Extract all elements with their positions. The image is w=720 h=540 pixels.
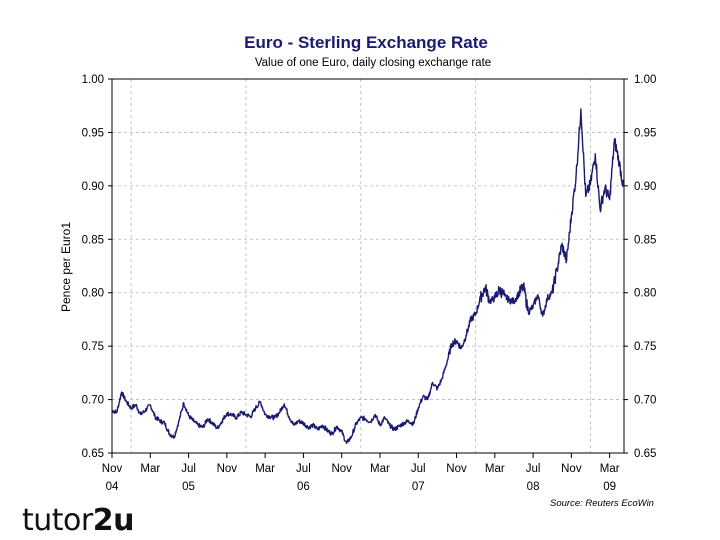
x-tick-label-year: 04 bbox=[106, 481, 119, 493]
logo-bold-text: 2u bbox=[93, 503, 134, 538]
x-tick-label-year: 05 bbox=[182, 481, 195, 493]
x-tick-label-month: Mar bbox=[370, 463, 390, 475]
y-tick-label: 0.95 bbox=[82, 127, 104, 139]
y-tick-label-right: 1.00 bbox=[634, 74, 656, 86]
x-tick-label-year: 07 bbox=[412, 481, 425, 493]
series-layer bbox=[111, 108, 625, 445]
x-tick-label-year: 06 bbox=[297, 481, 310, 493]
y-tick-label-right: 0.70 bbox=[634, 395, 656, 407]
source-note: Source: Reuters EcoWin bbox=[550, 498, 654, 509]
x-tick-label-month: Mar bbox=[600, 463, 620, 475]
x-tick-label-month: Mar bbox=[140, 463, 160, 475]
y-tick-label: 0.75 bbox=[82, 341, 104, 353]
x-tick-label-month: Jul bbox=[411, 463, 426, 475]
axis-layer bbox=[108, 78, 628, 458]
x-tick-label-month: Jul bbox=[296, 463, 311, 475]
y-tick-label: 0.80 bbox=[82, 288, 104, 300]
series-line-eur-gbp bbox=[111, 108, 625, 445]
tutor2u-logo: tutor2u bbox=[22, 503, 134, 538]
x-tick-label-month: Nov bbox=[331, 463, 352, 475]
x-tick-label-month: Jul bbox=[526, 463, 541, 475]
x-tick-label-month: Mar bbox=[255, 463, 275, 475]
y-tick-label: 0.65 bbox=[82, 448, 104, 460]
x-tick-label-month: Nov bbox=[446, 463, 467, 475]
x-tick-label-month: Nov bbox=[561, 463, 582, 475]
y-tick-label: 0.70 bbox=[82, 395, 104, 407]
chart-title: Euro - Sterling Exchange Rate bbox=[244, 33, 488, 52]
y-axis-label: Pence per Euro1 bbox=[59, 222, 73, 312]
x-tick-label-month: Nov bbox=[217, 463, 238, 475]
chart-subtitle: Value of one Euro, daily closing exchang… bbox=[255, 57, 491, 69]
y-tick-label: 0.90 bbox=[82, 181, 104, 193]
y-tick-label: 0.85 bbox=[82, 234, 104, 246]
x-tick-label-year: 09 bbox=[603, 481, 616, 493]
x-tick-label-year: 08 bbox=[527, 481, 540, 493]
y-tick-label-right: 0.75 bbox=[634, 341, 656, 353]
y-tick-label-right: 0.80 bbox=[634, 288, 656, 300]
y-tick-label-right: 0.65 bbox=[634, 448, 656, 460]
logo-regular-text: tutor bbox=[22, 503, 94, 538]
x-tick-label-month: Jul bbox=[181, 463, 196, 475]
tick-label-layer: 1.00 1.00 0.95 0.95 0.90 0.90 0.85 0.85 0.80 0.80… bbox=[82, 74, 657, 493]
x-tick-label-month: Nov bbox=[102, 463, 123, 475]
x-tick-label-month: Mar bbox=[485, 463, 505, 475]
plot-frame bbox=[111, 78, 625, 454]
y-tick-label-right: 0.95 bbox=[634, 127, 656, 139]
y-tick-label-right: 0.90 bbox=[634, 181, 656, 193]
y-tick-label-right: 0.85 bbox=[634, 234, 656, 246]
grid-layer bbox=[112, 79, 624, 453]
y-tick-label: 1.00 bbox=[82, 74, 104, 86]
